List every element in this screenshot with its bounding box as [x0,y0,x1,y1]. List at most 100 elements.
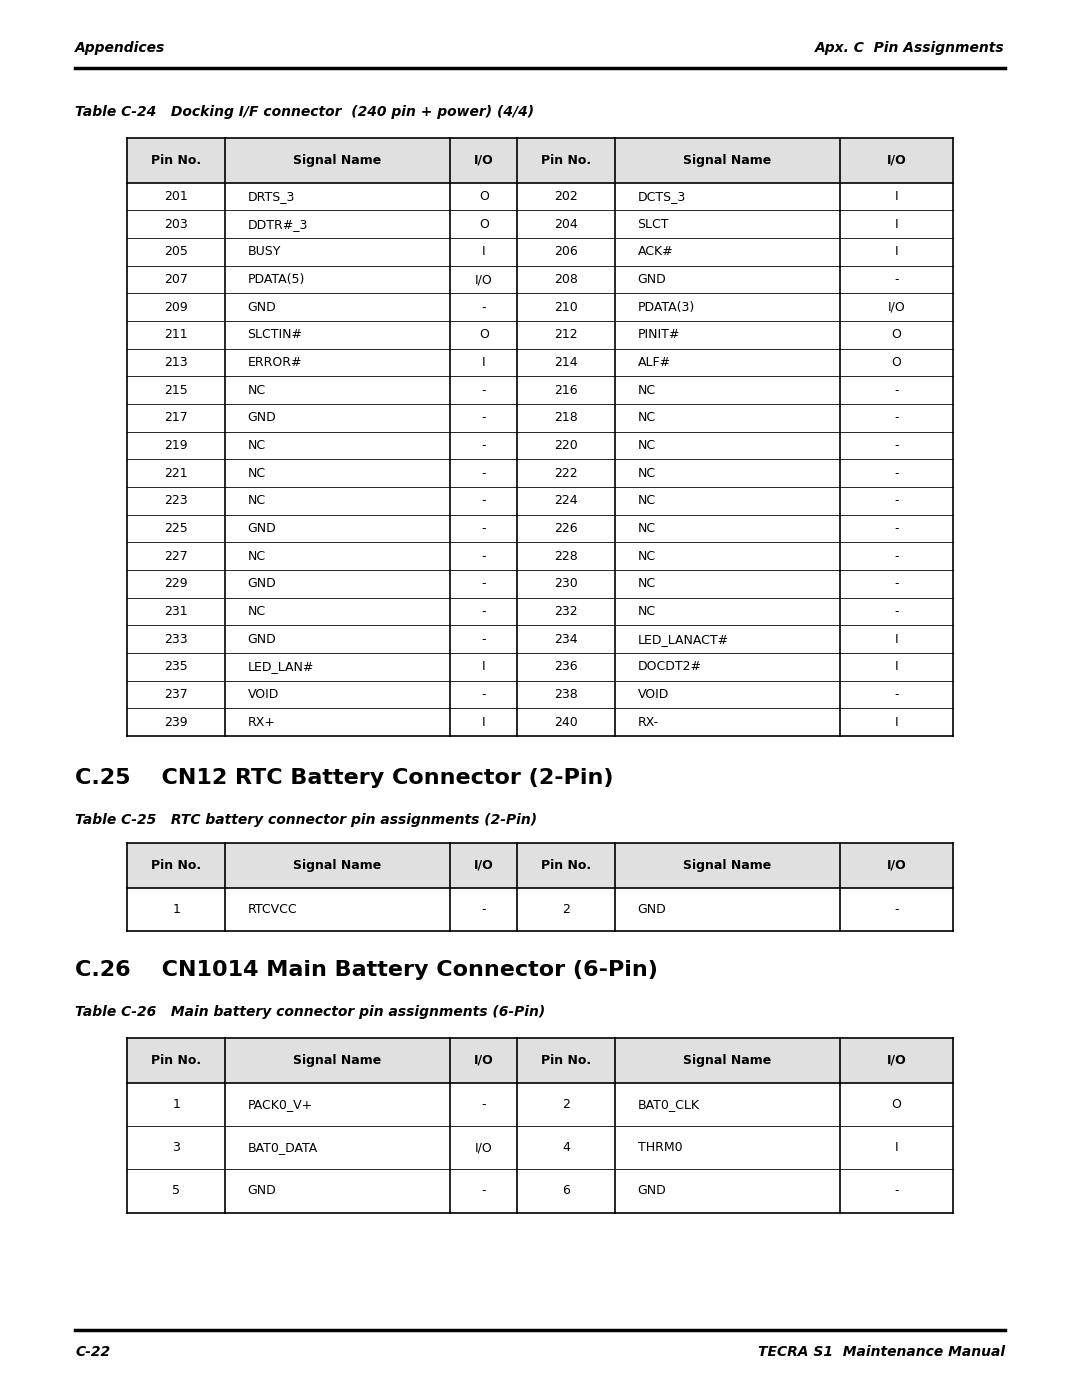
Text: Signal Name: Signal Name [684,1053,771,1067]
Text: -: - [482,467,486,479]
Text: GND: GND [637,272,666,286]
Text: NC: NC [247,467,266,479]
Text: I/O: I/O [887,1053,906,1067]
Text: LED_LAN#: LED_LAN# [247,661,314,673]
Text: I/O: I/O [474,859,494,872]
Text: -: - [894,467,899,479]
Text: 240: 240 [554,715,578,729]
Text: 211: 211 [164,328,188,341]
Text: -: - [894,411,899,425]
Text: I: I [482,661,486,673]
Text: O: O [478,190,488,203]
Text: -: - [482,1098,486,1111]
Text: 236: 236 [554,661,578,673]
Text: 2: 2 [563,1098,570,1111]
Text: RX+: RX+ [247,715,275,729]
Text: Signal Name: Signal Name [294,1053,381,1067]
Text: -: - [482,439,486,453]
Text: 206: 206 [554,246,578,258]
Text: -: - [482,633,486,645]
Text: I: I [482,356,486,369]
Text: Pin No.: Pin No. [541,1053,592,1067]
Text: 225: 225 [164,522,188,535]
Text: 234: 234 [554,633,578,645]
Text: VOID: VOID [247,687,279,701]
Text: 4: 4 [563,1141,570,1154]
Text: GND: GND [637,1185,666,1197]
Text: I: I [894,218,899,231]
Text: I/O: I/O [887,859,906,872]
Text: 203: 203 [164,218,188,231]
Text: 202: 202 [554,190,578,203]
Text: I/O: I/O [887,154,906,166]
Text: 205: 205 [164,246,188,258]
Text: -: - [482,411,486,425]
Text: 212: 212 [554,328,578,341]
Text: 235: 235 [164,661,188,673]
Text: GND: GND [247,1185,276,1197]
Text: DCTS_3: DCTS_3 [637,190,686,203]
Text: O: O [891,356,901,369]
Text: 201: 201 [164,190,188,203]
Text: I/O: I/O [475,272,492,286]
Text: I: I [894,661,899,673]
Text: ACK#: ACK# [637,246,673,258]
Text: I: I [482,715,486,729]
Text: 223: 223 [164,495,188,507]
Text: 219: 219 [164,439,188,453]
Text: Pin No.: Pin No. [151,1053,201,1067]
Text: I: I [894,1141,899,1154]
Text: Table C-25   RTC battery connector pin assignments (2-Pin): Table C-25 RTC battery connector pin ass… [75,813,537,827]
Text: 237: 237 [164,687,188,701]
Text: 220: 220 [554,439,578,453]
Text: PDATA(5): PDATA(5) [247,272,305,286]
Text: I/O: I/O [475,1141,492,1154]
Text: 210: 210 [554,300,578,314]
Text: NC: NC [247,384,266,397]
Text: -: - [894,495,899,507]
Text: O: O [478,328,488,341]
Text: 229: 229 [164,577,188,591]
Text: NC: NC [247,439,266,453]
Text: DDTR#_3: DDTR#_3 [247,218,308,231]
Text: Apx. C  Pin Assignments: Apx. C Pin Assignments [815,41,1005,54]
Text: Pin No.: Pin No. [541,859,592,872]
Bar [127,138,953,183]
Bar [127,842,953,887]
Text: RX-: RX- [637,715,659,729]
Bar [127,1038,953,1083]
Text: -: - [894,522,899,535]
Text: -: - [894,605,899,617]
Text: DOCDT2#: DOCDT2# [637,661,702,673]
Text: GND: GND [247,522,276,535]
Text: 238: 238 [554,687,578,701]
Text: O: O [891,328,901,341]
Text: BAT0_DATA: BAT0_DATA [247,1141,318,1154]
Text: -: - [482,522,486,535]
Text: PDATA(3): PDATA(3) [637,300,694,314]
Text: 214: 214 [554,356,578,369]
Text: Signal Name: Signal Name [294,154,381,166]
Text: -: - [894,384,899,397]
Text: O: O [478,218,488,231]
Text: 3: 3 [172,1141,180,1154]
Text: Pin No.: Pin No. [151,154,201,166]
Text: 233: 233 [164,633,188,645]
Text: 226: 226 [554,522,578,535]
Text: 227: 227 [164,549,188,563]
Text: Signal Name: Signal Name [684,859,771,872]
Text: I/O: I/O [474,154,494,166]
Text: NC: NC [637,577,656,591]
Text: 6: 6 [563,1185,570,1197]
Text: I: I [894,715,899,729]
Text: C-22: C-22 [75,1345,110,1359]
Text: SLCT: SLCT [637,218,669,231]
Text: 208: 208 [554,272,578,286]
Text: NC: NC [637,549,656,563]
Text: -: - [482,605,486,617]
Text: Appendices: Appendices [75,41,165,54]
Text: ERROR#: ERROR# [247,356,302,369]
Text: NC: NC [637,384,656,397]
Text: 204: 204 [554,218,578,231]
Text: -: - [482,384,486,397]
